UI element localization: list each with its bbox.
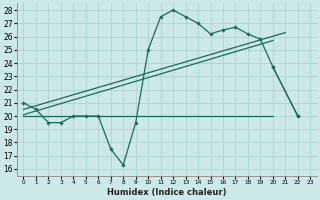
X-axis label: Humidex (Indice chaleur): Humidex (Indice chaleur) xyxy=(107,188,227,197)
